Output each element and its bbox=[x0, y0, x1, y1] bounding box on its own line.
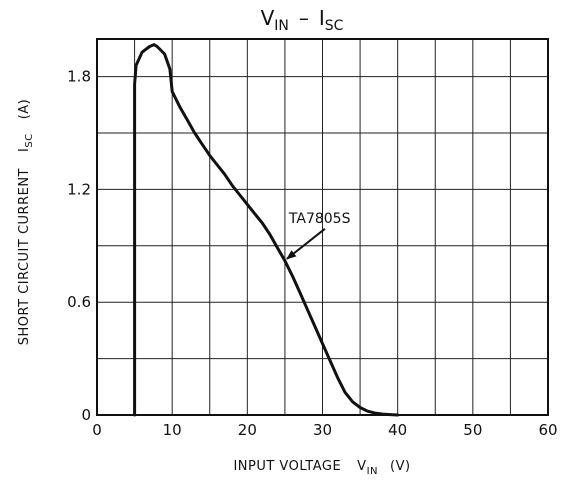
tick-labels: 0 10 20 30 40 50 60 0 0.6 1.2 1.8 bbox=[67, 68, 557, 439]
grid bbox=[97, 39, 548, 415]
y-tick-label: 1.8 bbox=[67, 68, 91, 86]
annotation-arrow bbox=[286, 228, 326, 260]
annotations: TA7805S bbox=[286, 211, 351, 260]
x-tick-label: 10 bbox=[163, 421, 182, 439]
x-tick-label: 20 bbox=[238, 421, 257, 439]
x-axis-label: INPUT VOLTAGE VIN (V) bbox=[233, 459, 410, 477]
x-tick-label: 50 bbox=[463, 421, 482, 439]
y-tick-label: 0.6 bbox=[67, 293, 91, 311]
x-tick-label: 30 bbox=[313, 421, 332, 439]
x-tick-label: 0 bbox=[92, 421, 102, 439]
series-layer bbox=[133, 43, 400, 417]
y-tick-label: 1.2 bbox=[67, 180, 91, 198]
y-tick-label: 0 bbox=[81, 406, 91, 424]
y-axis-label: SHORT CIRCUIT CURRENTISC(A) bbox=[17, 99, 35, 346]
chart-title: VIN – ISC bbox=[261, 6, 344, 34]
plot-frame bbox=[96, 38, 549, 416]
x-tick-label: 40 bbox=[388, 421, 407, 439]
annotation-label: TA7805S bbox=[288, 211, 351, 227]
x-tick-label: 60 bbox=[538, 421, 557, 439]
series-line bbox=[133, 43, 400, 417]
